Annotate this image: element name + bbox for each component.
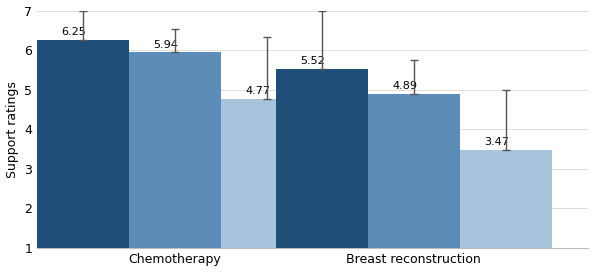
Text: 4.77: 4.77 <box>245 86 270 96</box>
Y-axis label: Support ratings: Support ratings <box>5 81 18 178</box>
Text: 5.52: 5.52 <box>301 56 325 66</box>
Text: 6.25: 6.25 <box>61 27 86 38</box>
Text: 3.47: 3.47 <box>484 137 509 147</box>
Bar <box>276 69 368 248</box>
Bar <box>221 99 312 248</box>
Text: 5.94: 5.94 <box>153 40 178 50</box>
Bar <box>460 150 552 248</box>
Text: 4.89: 4.89 <box>392 81 417 91</box>
Bar <box>368 94 460 248</box>
Bar <box>37 40 129 248</box>
Bar <box>129 52 221 248</box>
